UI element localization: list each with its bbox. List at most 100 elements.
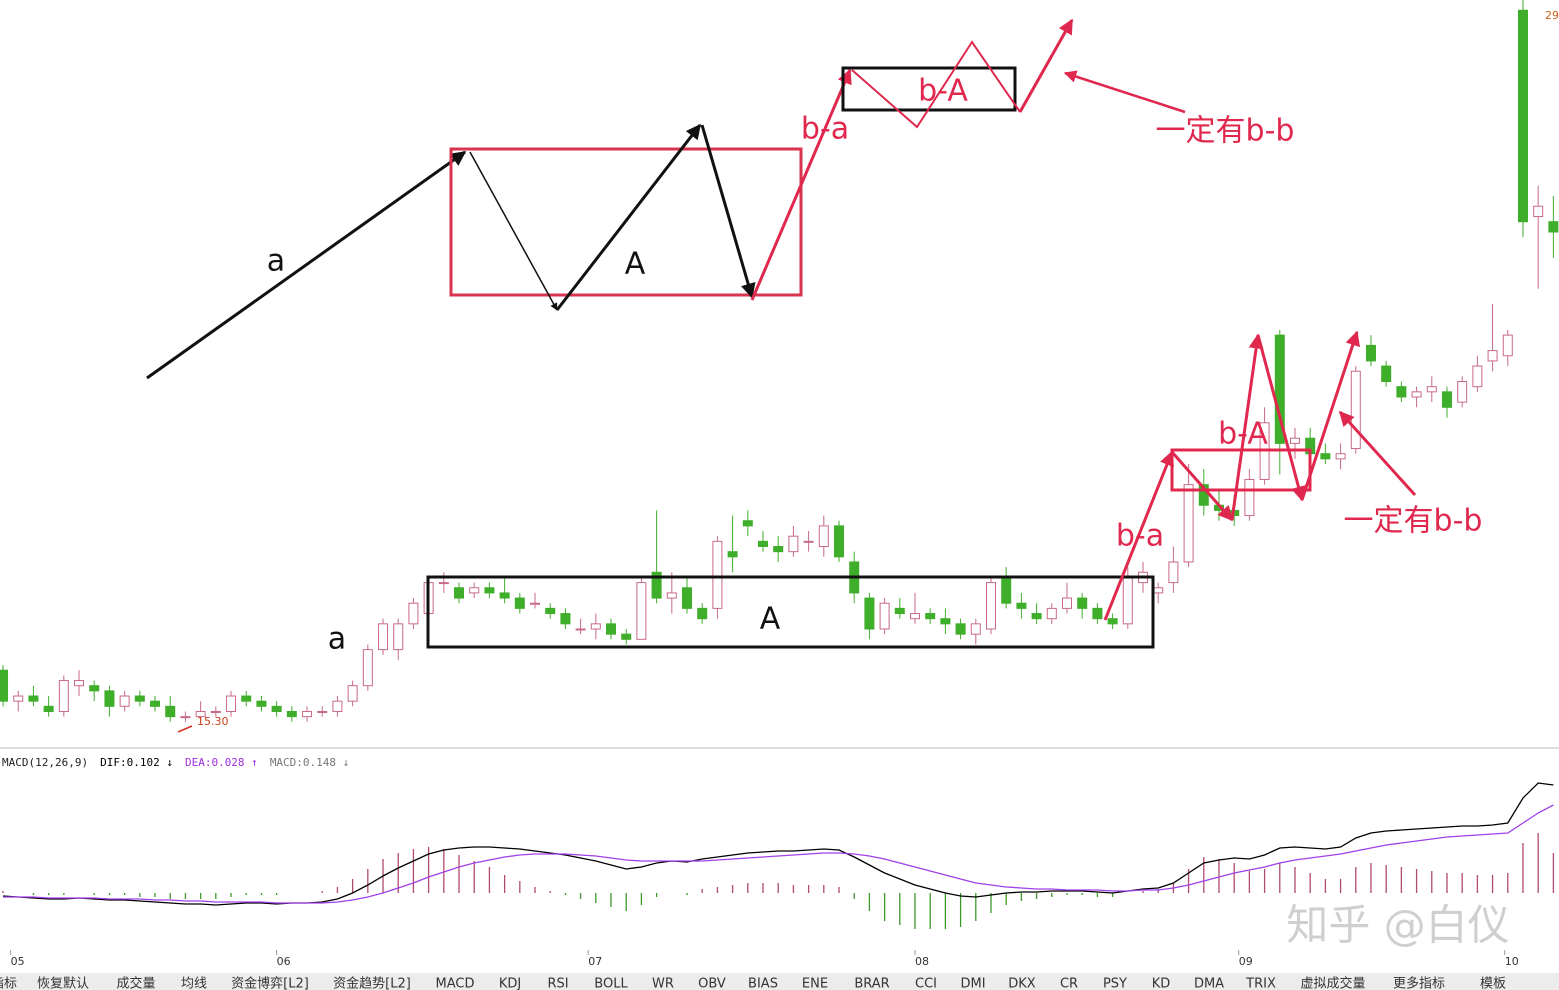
indicator-tab[interactable]: BRAR bbox=[854, 977, 889, 990]
x-tick-label: 07 bbox=[588, 955, 602, 968]
candle-body bbox=[408, 602, 419, 625]
candle-body bbox=[606, 623, 617, 635]
macd-line bbox=[3, 804, 1554, 904]
indicator-tab[interactable]: 资金趋势[L2] bbox=[333, 976, 411, 990]
candle-body bbox=[514, 597, 525, 609]
candle-body bbox=[1274, 334, 1285, 444]
indicator-tab[interactable]: TRIX bbox=[1245, 977, 1276, 990]
candle-body bbox=[758, 540, 769, 548]
x-tick-label: 05 bbox=[11, 955, 25, 968]
toolbar bbox=[0, 973, 1559, 990]
indicator-tab[interactable]: DKX bbox=[1008, 977, 1036, 990]
x-tick-label: 09 bbox=[1239, 955, 1253, 968]
arrow bbox=[555, 123, 702, 311]
indicator-tab[interactable]: OBV bbox=[698, 977, 726, 990]
candle-body bbox=[621, 633, 632, 640]
candle-body bbox=[1472, 365, 1483, 388]
x-tick-label: 08 bbox=[915, 955, 929, 968]
indicator-tab[interactable]: 虚拟成交量 bbox=[1300, 976, 1365, 990]
candle-body bbox=[1457, 381, 1468, 403]
x-tick-label: 06 bbox=[277, 955, 291, 968]
indicator-tab[interactable]: 成交量 bbox=[116, 976, 155, 990]
candle-body bbox=[1320, 453, 1331, 460]
candle-body bbox=[636, 582, 647, 640]
indicator-tab[interactable]: RSI bbox=[547, 977, 568, 990]
candle-body bbox=[0, 669, 9, 702]
arrow bbox=[1063, 70, 1186, 114]
candle-body bbox=[1153, 587, 1164, 594]
annotation: b-A bbox=[918, 74, 968, 109]
candle-body bbox=[879, 602, 890, 630]
indicator-tab[interactable]: DMI bbox=[960, 977, 985, 990]
arrow bbox=[1300, 330, 1360, 501]
candle-body bbox=[651, 571, 662, 599]
candle-body bbox=[271, 705, 282, 712]
indicator-tab[interactable]: PSY bbox=[1103, 977, 1127, 990]
candle-body bbox=[1061, 597, 1072, 609]
candle-body bbox=[150, 700, 161, 707]
candle-body bbox=[1487, 350, 1498, 362]
candle-body bbox=[13, 695, 24, 702]
indicator-tab[interactable]: DMA bbox=[1194, 977, 1224, 990]
indicator-tab[interactable]: MACD bbox=[436, 977, 475, 990]
candle-body bbox=[195, 710, 206, 718]
candle-body bbox=[940, 618, 951, 625]
candle-body bbox=[332, 700, 343, 712]
candle-body bbox=[438, 582, 449, 585]
indicator-tab[interactable]: BIAS bbox=[748, 977, 778, 990]
candle-body bbox=[74, 680, 85, 687]
low-label: 15.30 bbox=[197, 715, 229, 728]
candle-body bbox=[1517, 9, 1528, 223]
indicator-tab[interactable]: KD bbox=[1152, 977, 1171, 990]
candle-body bbox=[454, 587, 465, 599]
candle-body bbox=[134, 695, 145, 702]
candle-body bbox=[985, 582, 996, 630]
annotation: a bbox=[267, 244, 285, 279]
candle-body bbox=[742, 520, 753, 527]
candle-body bbox=[256, 700, 267, 707]
arrow bbox=[469, 151, 558, 311]
candle-body bbox=[894, 607, 905, 615]
candle-body bbox=[1502, 334, 1513, 357]
indicator-tab[interactable]: KDJ bbox=[499, 977, 521, 990]
indicator-tab[interactable]: 模板 bbox=[1480, 977, 1506, 990]
candle-body bbox=[818, 525, 829, 548]
candle-body bbox=[712, 540, 723, 609]
indicator-tab[interactable]: CCI bbox=[915, 977, 937, 990]
candle-body bbox=[1183, 484, 1194, 563]
candle-body bbox=[28, 695, 39, 702]
candle-body bbox=[1350, 370, 1361, 450]
macd-line bbox=[2, 782, 1554, 906]
candle-body bbox=[560, 613, 571, 625]
top-diagram bbox=[146, 18, 1186, 380]
indicator-tab[interactable]: 更多指标 bbox=[1393, 976, 1445, 990]
annotation: a bbox=[328, 622, 346, 657]
candle-body bbox=[1077, 597, 1088, 609]
candle-body bbox=[788, 535, 799, 553]
arrow bbox=[1256, 334, 1306, 502]
macd-header: MACD(12,26,9) bbox=[2, 756, 88, 769]
indicator-tab[interactable]: BOLL bbox=[594, 977, 628, 990]
indicator-tab[interactable]: 指标 bbox=[0, 977, 17, 990]
candle-body bbox=[210, 710, 221, 713]
indicator-tab[interactable]: ENE bbox=[802, 977, 828, 990]
candle-body bbox=[727, 551, 738, 558]
candle-body bbox=[241, 695, 252, 702]
bottom-diagram bbox=[426, 330, 1417, 649]
candle-body bbox=[1335, 453, 1346, 460]
candle-body bbox=[1396, 386, 1407, 398]
arrow bbox=[700, 124, 756, 299]
indicator-tab[interactable]: CR bbox=[1060, 977, 1078, 990]
candle-body bbox=[393, 623, 404, 651]
candle-body bbox=[1426, 386, 1437, 393]
candle-body bbox=[1365, 344, 1376, 362]
candle-body bbox=[1411, 391, 1422, 398]
candle-body bbox=[955, 623, 966, 635]
indicator-tab[interactable]: WR bbox=[652, 977, 674, 990]
candle-body bbox=[165, 705, 176, 718]
indicator-tab[interactable]: 均线 bbox=[181, 977, 207, 990]
indicator-tab[interactable]: 恢复默认 bbox=[37, 976, 89, 990]
price-pane bbox=[0, 0, 1559, 722]
price-tag: 29 bbox=[1545, 9, 1559, 22]
indicator-tab[interactable]: 资金博弈[L2] bbox=[231, 976, 309, 990]
